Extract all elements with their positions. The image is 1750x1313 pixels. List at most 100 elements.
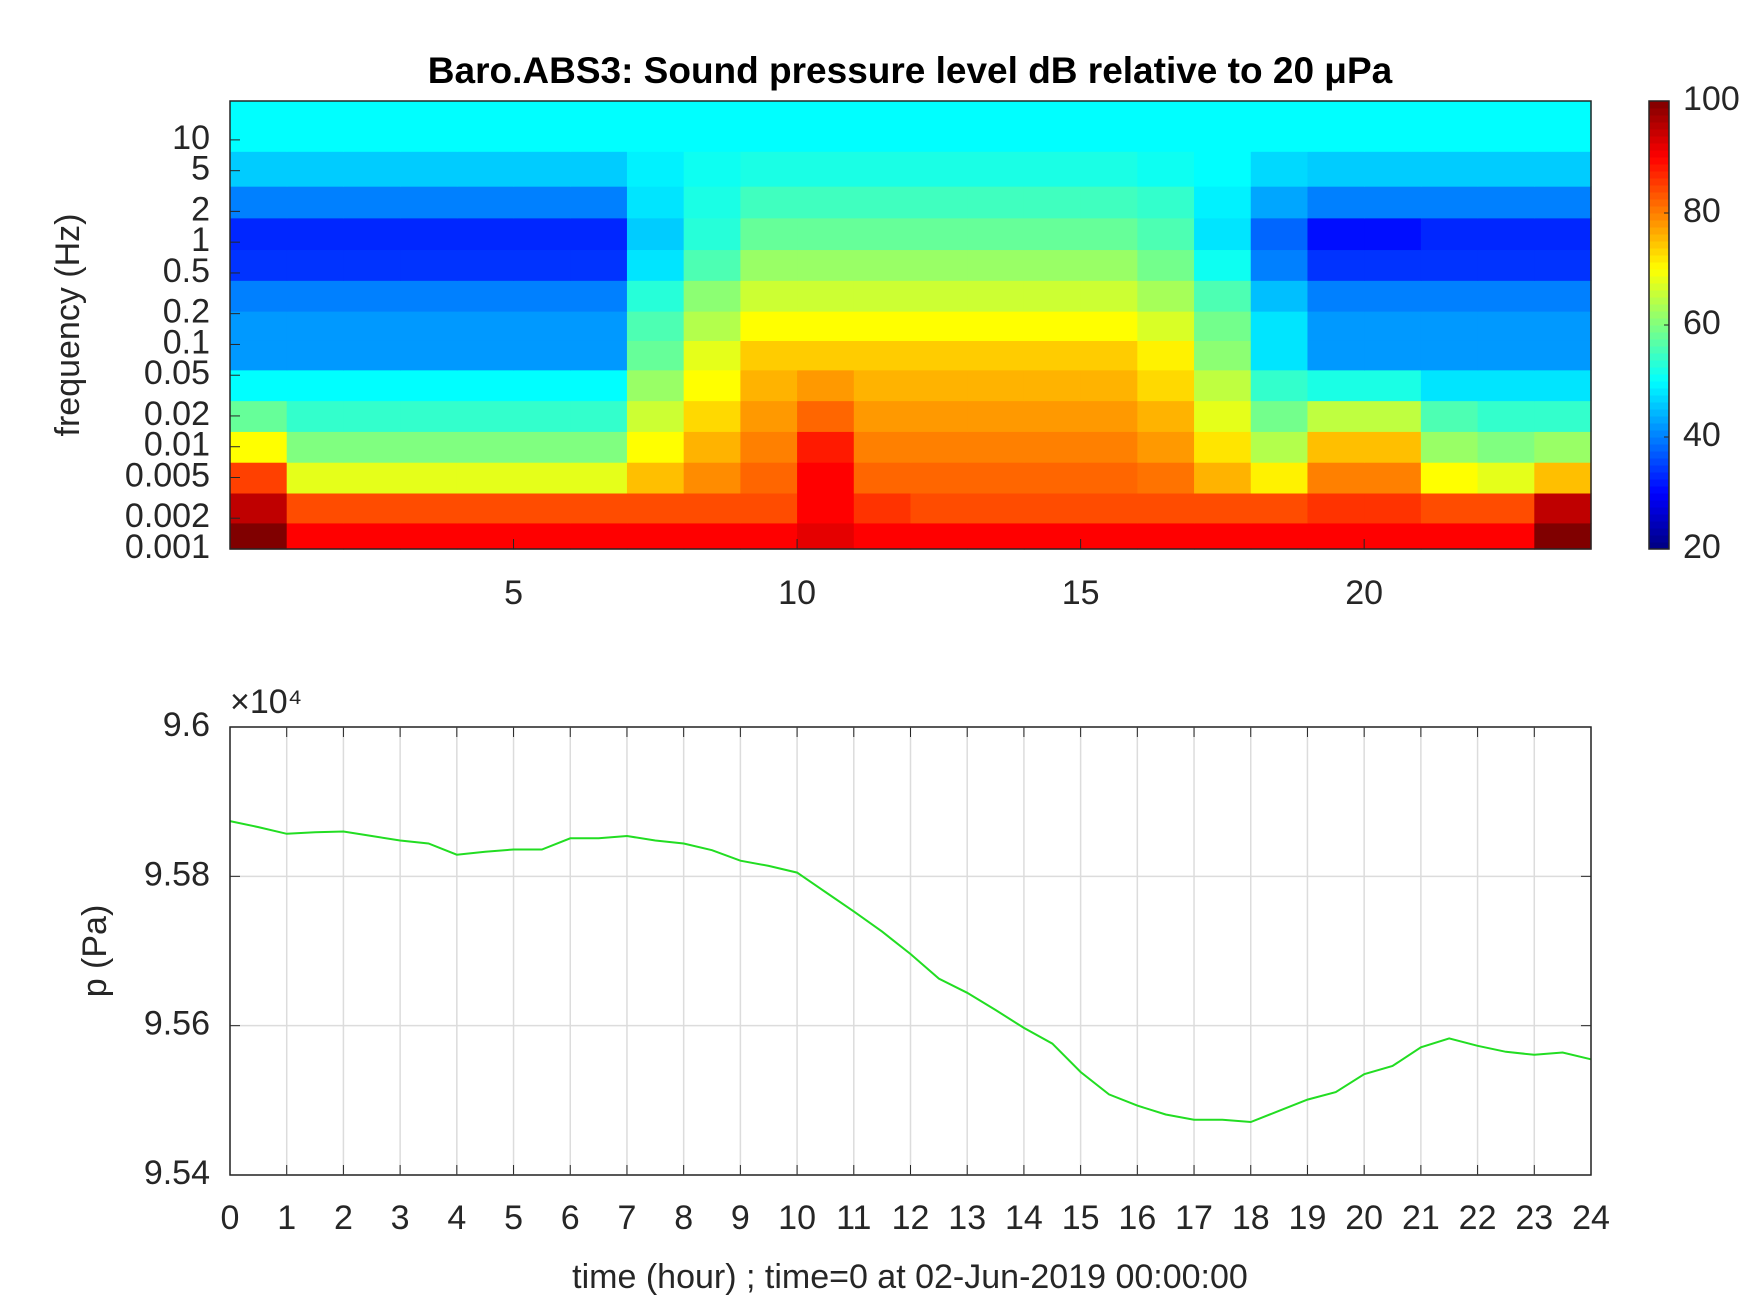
- heat-cell: [400, 311, 458, 341]
- heat-cell: [1250, 186, 1309, 219]
- heat-cell: [1420, 522, 1479, 550]
- y-tick-label: 0.02: [144, 395, 210, 433]
- heat-cell: [1194, 431, 1252, 463]
- heat-cell: [286, 186, 345, 219]
- heat-cell: [740, 462, 798, 494]
- heat-cell: [1023, 217, 1082, 251]
- heat-cell: [1364, 522, 1422, 550]
- heat-cell: [1080, 492, 1138, 524]
- heat-cell: [1307, 280, 1365, 312]
- colorbar-segment: [1649, 437, 1669, 445]
- colorbar-segment: [1649, 304, 1669, 312]
- heat-cell: [967, 311, 1025, 341]
- heat-cell: [910, 369, 968, 402]
- colorbar-segment: [1649, 416, 1669, 424]
- colorbar-segment: [1649, 241, 1669, 249]
- colorbar-segment: [1649, 129, 1669, 137]
- y-tick-label: 10: [172, 119, 210, 157]
- heat-cell: [286, 249, 345, 281]
- x-tick-label: 7: [617, 1199, 636, 1237]
- colorbar-segment: [1649, 164, 1669, 172]
- heat-cell: [910, 151, 968, 187]
- heat-cell: [1080, 186, 1138, 219]
- heat-cell: [683, 217, 741, 251]
- heat-cell: [1364, 462, 1422, 494]
- heat-cell: [1420, 431, 1479, 463]
- heat-cell: [1307, 217, 1365, 251]
- x-tick-label: 1: [277, 1199, 296, 1237]
- x-tick-label: 6: [561, 1199, 580, 1237]
- heat-cell: [513, 340, 571, 371]
- heat-cell: [1420, 400, 1479, 432]
- heat-cell: [797, 400, 855, 432]
- heat-cell: [513, 522, 571, 550]
- colorbar-tick-label: 40: [1683, 416, 1721, 454]
- heat-cell: [570, 522, 628, 550]
- heat-cell: [683, 431, 741, 463]
- heat-cell: [513, 431, 571, 463]
- heat-cell: [910, 522, 968, 550]
- heat-cell: [1194, 311, 1252, 341]
- colorbar-segment: [1649, 227, 1669, 235]
- heat-cell: [626, 522, 685, 550]
- heat-cell: [683, 186, 741, 219]
- y-tick-label: 0.001: [125, 528, 210, 566]
- heat-cell: [1364, 431, 1422, 463]
- x-tick-label: 20: [1345, 574, 1383, 612]
- heat-cell: [1534, 462, 1592, 494]
- colorbar-segment: [1649, 430, 1669, 438]
- heat-cell: [1194, 217, 1252, 251]
- heat-cell: [797, 280, 855, 312]
- heat-cell: [570, 311, 628, 341]
- colorbar-segment: [1649, 157, 1669, 165]
- heat-cell: [286, 431, 345, 463]
- y-tick-label: 9.56: [144, 1005, 210, 1043]
- heat-cell: [1080, 217, 1138, 251]
- colorbar-segment: [1649, 472, 1669, 480]
- heat-cell: [683, 400, 741, 432]
- heat-cell: [456, 101, 515, 152]
- y-tick-label: 5: [191, 150, 210, 188]
- heat-cell: [1534, 280, 1592, 312]
- heat-cell: [740, 522, 798, 550]
- heat-cell: [967, 280, 1025, 312]
- heat-cell: [400, 400, 458, 432]
- heat-cell: [1137, 400, 1195, 432]
- colorbar-segment: [1649, 353, 1669, 361]
- heat-cell: [853, 280, 912, 312]
- heat-cell: [1307, 151, 1365, 187]
- heat-cell: [1250, 522, 1309, 550]
- colorbar-segment: [1649, 423, 1669, 431]
- chart-title: Baro.ABS3: Sound pressure level dB relat…: [428, 50, 1393, 91]
- heat-cell: [1137, 522, 1195, 550]
- heat-cell: [740, 249, 798, 281]
- heat-cell: [1364, 186, 1422, 219]
- heat-cell: [286, 151, 345, 187]
- heat-cell: [1250, 431, 1309, 463]
- heat-cell: [853, 462, 912, 494]
- x-tick-label: 22: [1459, 1199, 1497, 1237]
- heat-cell: [343, 186, 401, 219]
- colorbar-segment: [1649, 381, 1669, 389]
- heat-cell: [853, 186, 912, 219]
- heat-cell: [1194, 369, 1252, 402]
- heat-cell: [400, 340, 458, 371]
- heat-cell: [513, 311, 571, 341]
- heat-cell: [626, 151, 685, 187]
- heat-cell: [1137, 186, 1195, 219]
- heat-cell: [626, 101, 685, 152]
- x-tick-label: 5: [504, 574, 523, 612]
- heat-cell: [343, 217, 401, 251]
- colorbar-segment: [1649, 248, 1669, 256]
- heat-cell: [513, 101, 571, 152]
- heat-cell: [570, 249, 628, 281]
- x-tick-label: 16: [1118, 1199, 1156, 1237]
- heat-cell: [797, 462, 855, 494]
- colorbar-segment: [1649, 395, 1669, 403]
- heat-cell: [570, 462, 628, 494]
- colorbar-segment: [1649, 318, 1669, 326]
- heat-cell: [456, 492, 515, 524]
- heat-cell: [1420, 217, 1479, 251]
- colorbar-segment: [1649, 444, 1669, 452]
- colorbar-segment: [1649, 325, 1669, 333]
